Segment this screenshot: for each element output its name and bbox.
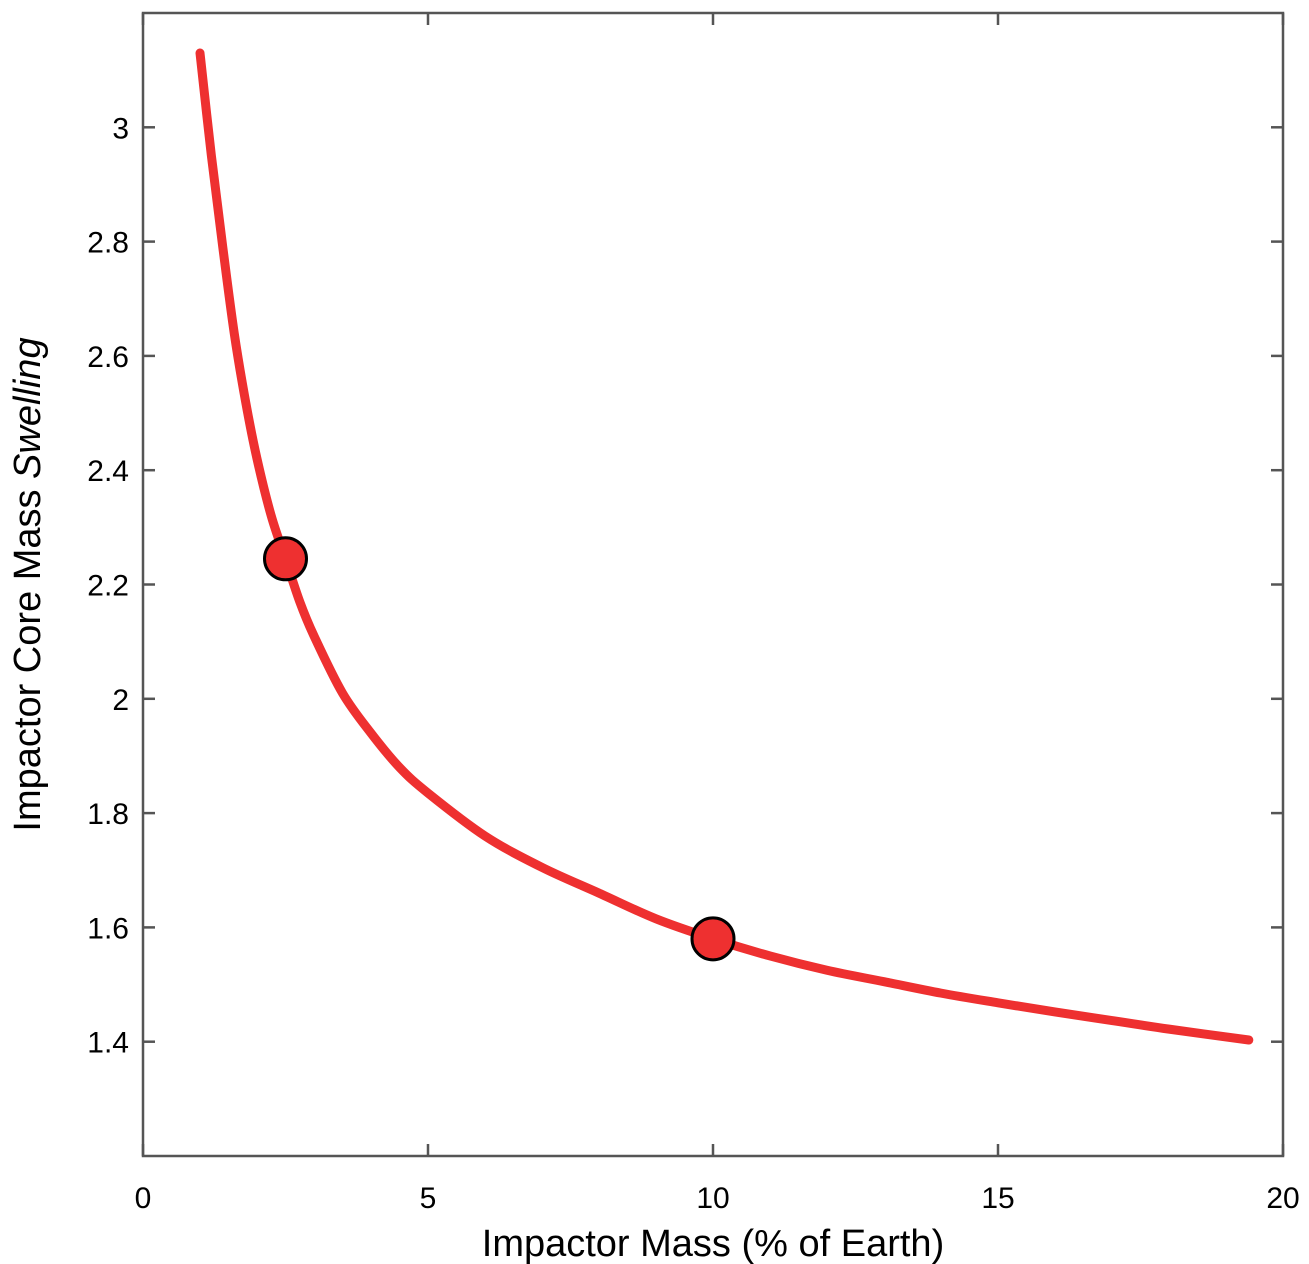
y-tick-label: 2.6 <box>87 341 129 374</box>
labels-layer: 0 5 10 15 20 1.4 1.6 1.8 2 2.2 2.4 2.6 2.8 3 <box>87 112 1299 1215</box>
x-tick-label: 0 <box>135 1182 152 1215</box>
swelling-curve <box>195 48 1254 1045</box>
x-axis-label: Impactor Mass (% of Earth) <box>482 1223 944 1264</box>
y-axis-label: Impactor Core Mass Swelling <box>7 337 49 831</box>
data-point-marker <box>690 916 736 962</box>
y-tick-label: 1.4 <box>87 1027 129 1060</box>
marks-layer <box>195 48 1254 1045</box>
x-tick-label: 15 <box>981 1182 1014 1215</box>
x-tick-label: 20 <box>1266 1182 1299 1215</box>
y-tick-label: 2.4 <box>87 455 129 488</box>
y-tick-label: 2.2 <box>87 570 129 603</box>
plot-frame <box>141 11 1285 1158</box>
y-tick-label: 1.6 <box>87 912 129 945</box>
ticks-layer <box>141 13 1285 1156</box>
y-tick-label: 3 <box>112 112 129 145</box>
y-tick-label: 1.8 <box>87 798 129 831</box>
y-tick-label: 2 <box>112 684 129 717</box>
y-tick-label: 2.8 <box>87 227 129 260</box>
x-tick-label: 5 <box>420 1182 437 1215</box>
y-axis-label-emphasis: Swelling <box>7 337 49 479</box>
y-axis-label-prefix: Impactor Core Mass <box>7 479 49 832</box>
x-tick-label: 10 <box>696 1182 729 1215</box>
data-point-marker <box>263 536 308 582</box>
